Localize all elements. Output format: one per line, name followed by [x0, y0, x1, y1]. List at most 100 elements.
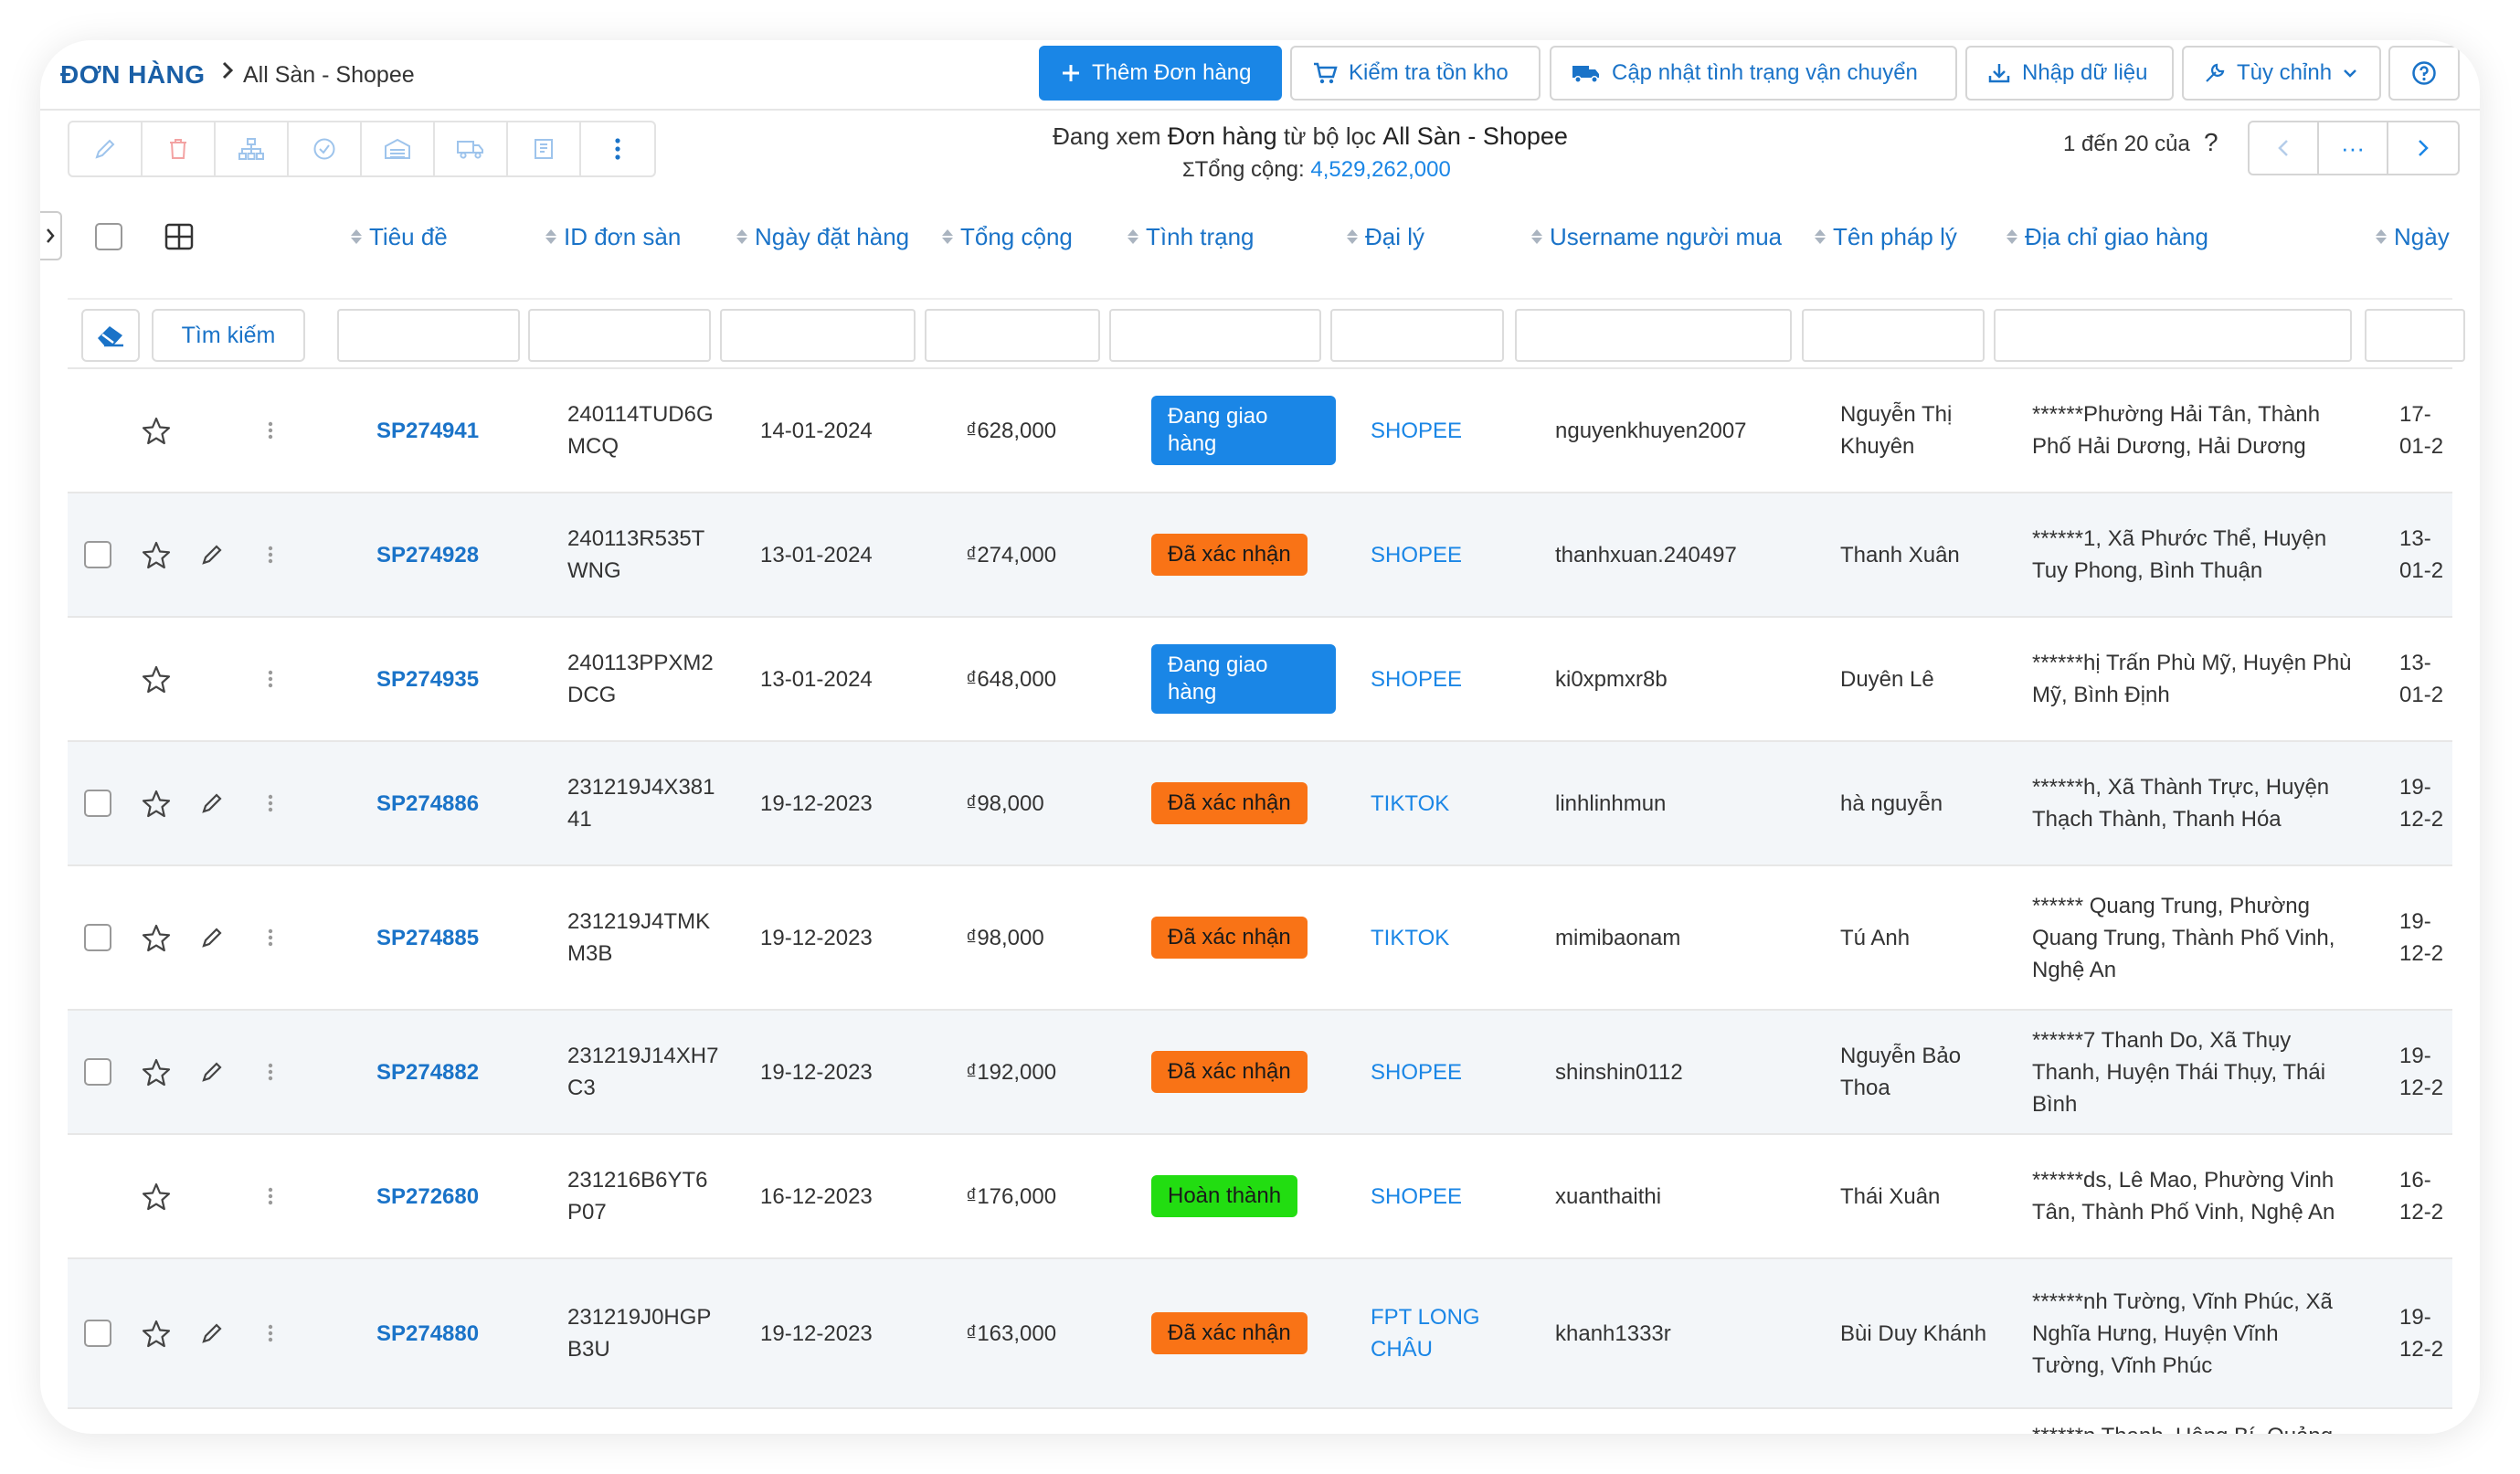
- header-order-date[interactable]: Ngày đặt hàng: [736, 209, 909, 264]
- table-row[interactable]: SP272680 231216B6YT6 P07 16-12-2023 ₫176,00…: [68, 1133, 2452, 1257]
- filter-address[interactable]: [1994, 309, 2352, 362]
- row-menu-icon[interactable]: [267, 742, 274, 864]
- pencil-icon[interactable]: [200, 742, 224, 864]
- order-code-link[interactable]: SP272680: [376, 1183, 480, 1209]
- update-shipping-button[interactable]: Cập nhật tình trạng vận chuyển: [1550, 46, 1957, 101]
- row-menu-icon[interactable]: [267, 493, 274, 616]
- delete-action[interactable]: [143, 122, 216, 175]
- header-username[interactable]: Username người mua: [1531, 209, 1782, 264]
- filter-total[interactable]: [925, 309, 1100, 362]
- order-code-link[interactable]: SP274882: [376, 1059, 480, 1085]
- pencil-icon[interactable]: [200, 1011, 224, 1133]
- header-agent[interactable]: Đại lý: [1347, 209, 1424, 264]
- filter-order-date[interactable]: [720, 309, 916, 362]
- row-menu-icon[interactable]: [267, 1259, 274, 1407]
- agent-name[interactable]: SHOPEE: [1371, 1059, 1463, 1085]
- agent-name[interactable]: FPT LONG CHÂU: [1371, 1305, 1480, 1362]
- star-icon[interactable]: [141, 1011, 172, 1133]
- clear-filters-button[interactable]: [81, 309, 140, 362]
- search-button[interactable]: Tìm kiếm: [152, 309, 305, 362]
- column-layout-button[interactable]: [164, 209, 194, 264]
- filter-legal-name[interactable]: [1802, 309, 1985, 362]
- next-page-button[interactable]: [2388, 122, 2458, 174]
- table-row[interactable]: SP274928 240113R535T WNG 13-01-2024 ₫274,00…: [68, 492, 2452, 616]
- agent-name[interactable]: SHOPEE: [1371, 542, 1463, 567]
- shipping-address: ******hị Trấn Phù Mỹ, Huyện Phù Mỹ, Bình…: [2032, 651, 2352, 707]
- count-help[interactable]: ?: [2204, 128, 2218, 156]
- row-checkbox[interactable]: [84, 866, 111, 1009]
- select-all-checkbox[interactable]: [95, 209, 122, 264]
- order-code-link[interactable]: SP274885: [376, 925, 480, 950]
- agent-name[interactable]: SHOPEE: [1371, 666, 1463, 692]
- filter-agent[interactable]: [1330, 309, 1504, 362]
- add-order-button[interactable]: Thêm Đơn hàng: [1039, 46, 1282, 101]
- row-checkbox[interactable]: [84, 493, 111, 616]
- filter-title[interactable]: [337, 309, 520, 362]
- header-address[interactable]: Địa chỉ giao hàng: [2006, 209, 2208, 264]
- import-data-button[interactable]: Nhập dữ liệu: [1965, 46, 2174, 101]
- order-total: ₫163,000: [966, 1320, 1057, 1346]
- row-menu-icon[interactable]: [267, 1135, 274, 1257]
- order-code-link[interactable]: SP274880: [376, 1320, 480, 1346]
- row-menu-icon[interactable]: [267, 1011, 274, 1133]
- header-order-id[interactable]: ID đơn sàn: [545, 209, 681, 264]
- warehouse-action[interactable]: [362, 122, 435, 175]
- filter-username[interactable]: [1515, 309, 1792, 362]
- table-row[interactable]: ******n Thanh, Uông Bí, Quảng: [68, 1407, 2452, 1434]
- table-row[interactable]: SP274885 231219J4TMK M3B 19-12-2023 ₫98,000…: [68, 864, 2452, 1009]
- header-date[interactable]: Ngày: [2376, 209, 2450, 264]
- agent-name[interactable]: SHOPEE: [1371, 1183, 1463, 1209]
- filter-date[interactable]: [2365, 309, 2465, 362]
- header-total[interactable]: Tổng cộng: [942, 209, 1073, 264]
- star-icon[interactable]: [141, 618, 172, 740]
- header-status[interactable]: Tình trạng: [1128, 209, 1255, 264]
- edit-action[interactable]: [69, 122, 143, 175]
- row-menu-icon[interactable]: [267, 618, 274, 740]
- order-code-link[interactable]: SP274886: [376, 790, 480, 816]
- pencil-icon[interactable]: [200, 1259, 224, 1407]
- cart-icon: [1314, 62, 1338, 84]
- approve-action[interactable]: [289, 122, 362, 175]
- row-checkbox[interactable]: [84, 1259, 111, 1407]
- order-code-link[interactable]: SP274935: [376, 666, 480, 692]
- table-row[interactable]: SP274880 231219J0HGP B3U 19-12-2023 ₫163,00…: [68, 1257, 2452, 1407]
- breadcrumb[interactable]: All Sàn - Shopee: [243, 62, 415, 88]
- filter-order-id[interactable]: [528, 309, 711, 362]
- table-row[interactable]: SP274882 231219J14XH7 C3 19-12-2023 ₫192,00…: [68, 1009, 2452, 1133]
- prev-page-button[interactable]: [2250, 122, 2319, 174]
- help-button[interactable]: [2388, 46, 2460, 101]
- agent-name[interactable]: TIKTOK: [1371, 790, 1450, 816]
- header-legal-name[interactable]: Tên pháp lý: [1815, 209, 1957, 264]
- pencil-icon[interactable]: [200, 866, 224, 1009]
- pencil-icon[interactable]: [200, 493, 224, 616]
- order-code-link[interactable]: SP274941: [376, 418, 480, 443]
- check-stock-button[interactable]: Kiểm tra tồn kho: [1290, 46, 1541, 101]
- table-row[interactable]: SP274941 240114TUD6G MCQ 14-01-2024 ₫628,00…: [68, 367, 2452, 492]
- order-total: ₫176,000: [966, 1183, 1057, 1209]
- more-actions-button[interactable]: [581, 122, 654, 175]
- table-row[interactable]: SP274886 231219J4X381 41 19-12-2023 ₫98,000…: [68, 740, 2452, 864]
- customize-dropdown[interactable]: Tùy chỉnh: [2182, 46, 2381, 101]
- row-menu-icon[interactable]: [267, 866, 274, 1009]
- star-icon[interactable]: [141, 742, 172, 864]
- agent-name[interactable]: TIKTOK: [1371, 925, 1450, 950]
- row-checkbox[interactable]: [84, 1011, 111, 1133]
- table-row[interactable]: SP274935 240113PPXM2 DCG 13-01-2024 ₫648,00…: [68, 616, 2452, 740]
- more-pages-button[interactable]: ···: [2319, 122, 2388, 174]
- hierarchy-action[interactable]: [216, 122, 289, 175]
- star-icon[interactable]: [141, 493, 172, 616]
- star-icon[interactable]: [141, 369, 172, 492]
- shipping-action[interactable]: [435, 122, 508, 175]
- star-icon[interactable]: [141, 1259, 172, 1407]
- row-menu-icon[interactable]: [267, 369, 274, 492]
- agent-name[interactable]: SHOPEE: [1371, 418, 1463, 443]
- row-checkbox[interactable]: [84, 742, 111, 864]
- star-icon[interactable]: [141, 1135, 172, 1257]
- invoice-action[interactable]: [508, 122, 581, 175]
- filter-status[interactable]: [1109, 309, 1321, 362]
- header-title[interactable]: Tiêu đề: [351, 209, 448, 264]
- truck-icon: [1572, 66, 1599, 83]
- sidebar-toggle[interactable]: [40, 211, 62, 260]
- order-code-link[interactable]: SP274928: [376, 542, 480, 567]
- star-icon[interactable]: [141, 866, 172, 1009]
